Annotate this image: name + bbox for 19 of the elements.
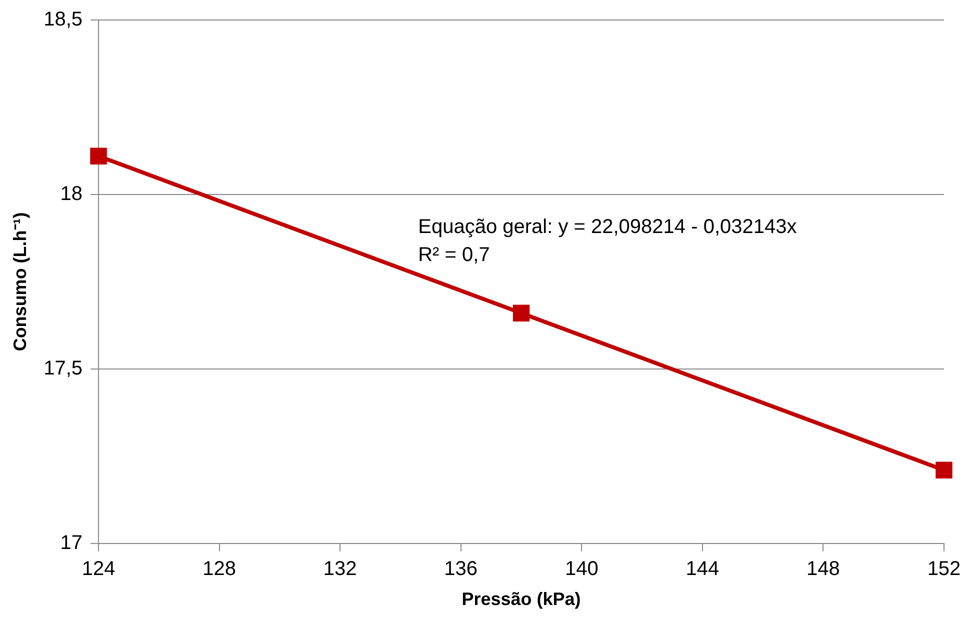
x-tick-label: 136 <box>444 558 478 580</box>
x-tick-label: 128 <box>202 558 236 580</box>
x-axis-title: Pressão (kPa) <box>462 589 581 610</box>
y-axis-title: Consumo (L.h⁻¹) <box>10 212 30 352</box>
annotation: Equação geral: y = 22,098214 - 0,032143x <box>418 216 797 238</box>
y-tick-label: 17,5 <box>44 357 83 380</box>
x-tick-label: 132 <box>323 558 357 580</box>
x-tick-label: 148 <box>806 558 840 580</box>
point <box>90 148 107 164</box>
point <box>512 304 530 322</box>
annotation: R² = 0,7 <box>418 244 490 266</box>
x-tick-label: 124 <box>82 558 116 580</box>
y-tick-label: 17 <box>60 532 83 554</box>
x-tick-label: 140 <box>564 558 598 580</box>
y-tick-label: 18 <box>60 182 83 205</box>
x-tick-label: 144 <box>686 558 720 580</box>
x-tick-label: 152 <box>927 558 961 580</box>
y-tick-label: 18,5 <box>44 8 83 31</box>
point <box>936 462 952 478</box>
